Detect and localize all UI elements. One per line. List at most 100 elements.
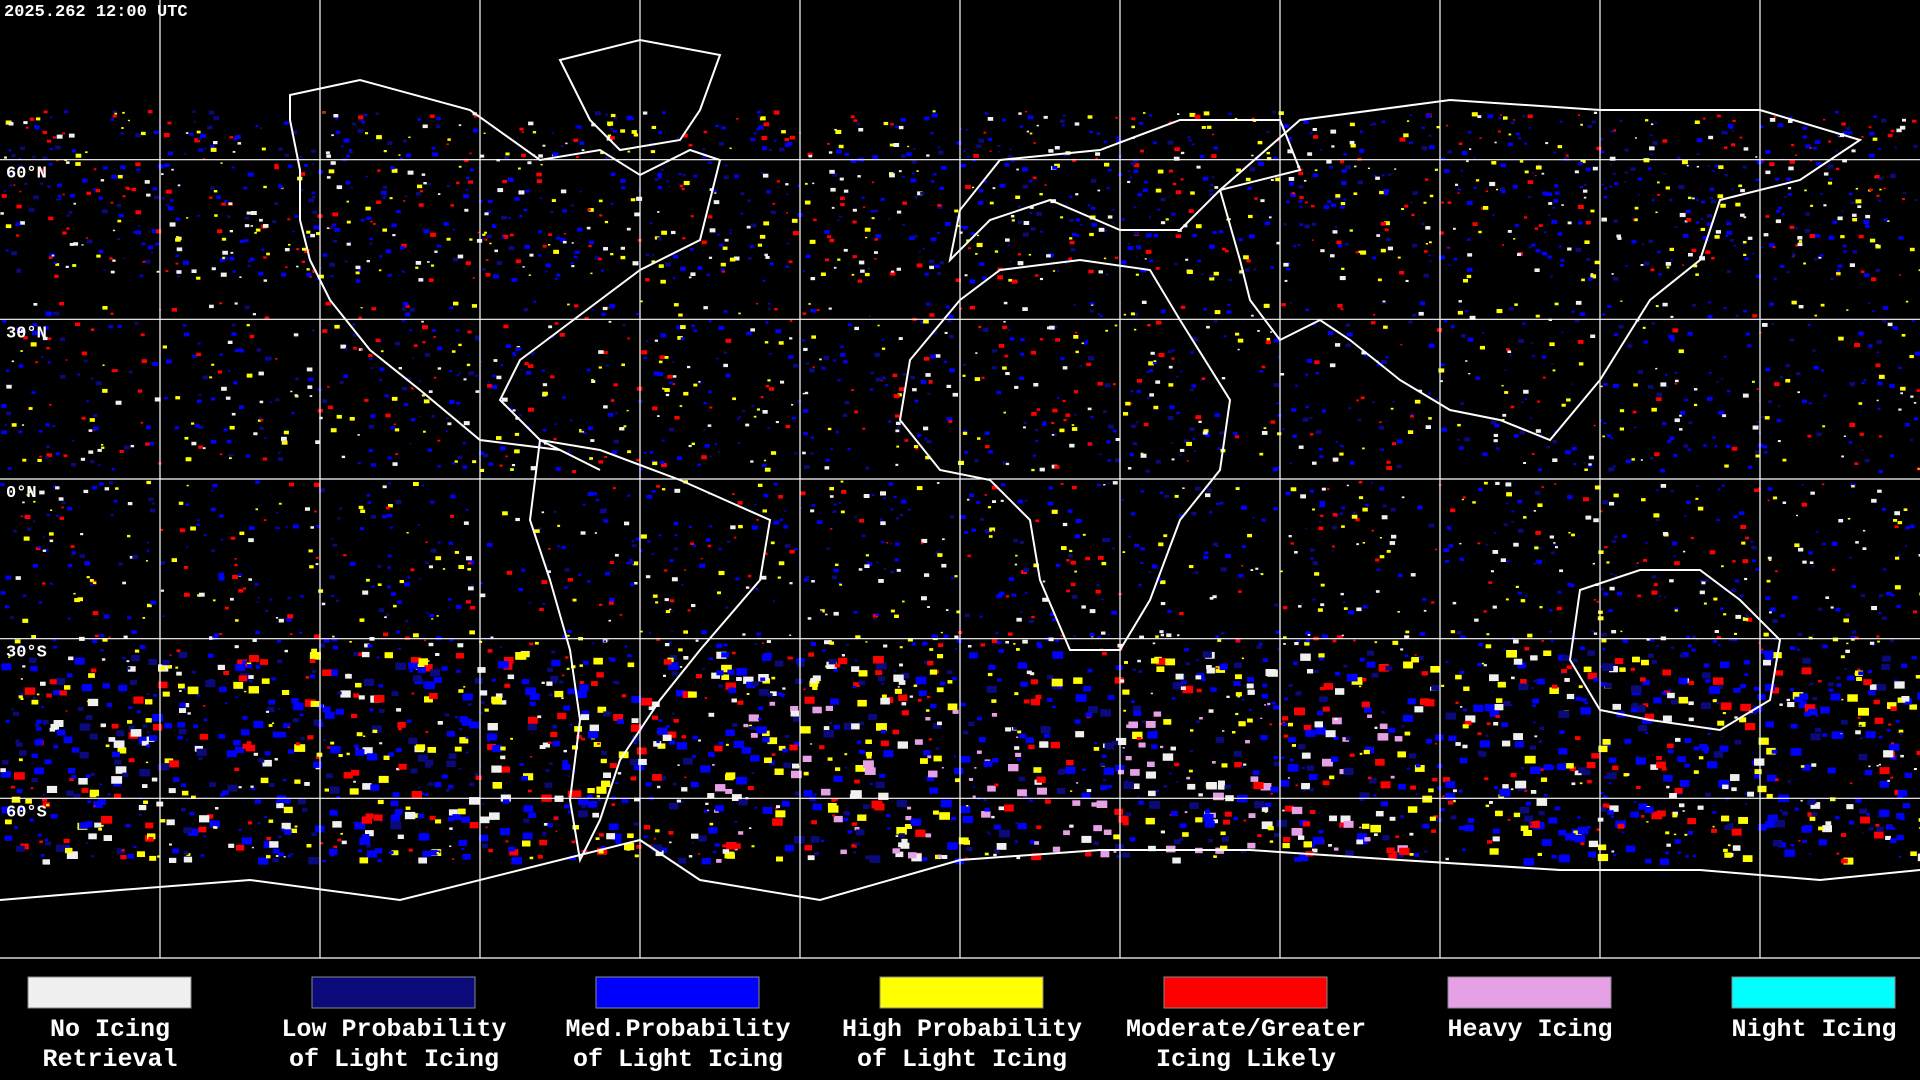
icing-pixel xyxy=(19,329,25,333)
icing-pixel xyxy=(469,168,474,172)
icing-pixel xyxy=(497,188,504,193)
icing-pixel xyxy=(18,364,24,368)
icing-pixel xyxy=(445,417,449,420)
icing-pixel xyxy=(474,335,480,339)
icing-pixel xyxy=(1657,250,1661,254)
icing-pixel xyxy=(707,215,713,219)
icing-pixel xyxy=(1358,496,1364,500)
icing-pixel xyxy=(528,274,531,276)
icing-pixel xyxy=(219,633,223,636)
icing-pixel xyxy=(1042,597,1048,602)
icing-pixel xyxy=(433,376,437,379)
icing-pixel xyxy=(259,416,263,420)
icing-pixel xyxy=(523,208,528,212)
icing-pixel xyxy=(185,457,192,462)
icing-pixel xyxy=(1312,508,1315,511)
icing-pixel xyxy=(671,610,674,612)
icing-pixel xyxy=(127,502,133,506)
icing-pixel xyxy=(511,277,518,282)
icing-pixel xyxy=(336,414,342,419)
icing-pixel xyxy=(679,666,683,668)
icing-pixel xyxy=(10,616,15,619)
icing-pixel xyxy=(929,313,935,317)
icing-pixel xyxy=(436,615,439,617)
icing-pixel xyxy=(377,565,382,568)
icing-pixel xyxy=(1786,177,1791,181)
icing-pixel xyxy=(501,215,507,220)
icing-pixel xyxy=(376,656,380,659)
icing-pixel xyxy=(1356,543,1359,546)
icing-pixel xyxy=(1130,424,1136,428)
icing-pixel xyxy=(269,401,272,403)
icing-pixel xyxy=(1702,236,1708,240)
icing-pixel xyxy=(1135,256,1138,258)
icing-pixel xyxy=(43,536,46,538)
icing-pixel xyxy=(1492,213,1495,216)
icing-pixel xyxy=(1874,174,1880,179)
icing-pixel xyxy=(1836,134,1840,137)
icing-pixel xyxy=(580,531,586,535)
icing-pixel xyxy=(560,189,567,194)
icing-pixel xyxy=(470,605,476,610)
icing-pixel xyxy=(943,360,947,363)
icing-pixel xyxy=(46,453,52,458)
icing-pixel xyxy=(698,382,702,385)
icing-pixel xyxy=(424,639,427,642)
icing-pixel xyxy=(1070,582,1076,587)
icing-pixel xyxy=(86,239,93,244)
icing-pixel xyxy=(102,388,108,393)
icing-pixel xyxy=(1633,218,1638,222)
icing-pixel xyxy=(1598,550,1604,554)
icing-pixel xyxy=(1843,250,1847,253)
icing-pixel xyxy=(331,538,334,540)
icing-pixel xyxy=(1334,226,1337,228)
icing-pixel xyxy=(1820,193,1823,195)
icing-pixel xyxy=(1339,452,1344,456)
icing-pixel xyxy=(1905,300,1909,303)
icing-pixel xyxy=(1600,587,1604,591)
icing-pixel xyxy=(883,497,886,499)
icing-pixel xyxy=(1343,607,1348,610)
icing-pixel xyxy=(1573,463,1577,466)
icing-pixel xyxy=(197,519,200,521)
icing-pixel xyxy=(632,561,639,566)
icing-pixel xyxy=(1140,149,1144,153)
icing-pixel xyxy=(1525,801,1531,806)
icing-pixel xyxy=(1059,428,1065,433)
icing-pixel xyxy=(1850,201,1855,205)
icing-pixel xyxy=(1471,112,1478,117)
icing-pixel xyxy=(267,357,272,360)
icing-pixel xyxy=(31,391,36,395)
icing-pixel xyxy=(627,150,631,153)
icing-pixel xyxy=(16,204,22,209)
icing-pixel xyxy=(95,381,102,386)
icing-pixel xyxy=(781,130,786,134)
icing-pixel xyxy=(657,186,663,190)
icing-pixel xyxy=(1190,351,1194,354)
icing-pixel xyxy=(395,499,402,504)
icing-pixel xyxy=(1380,221,1386,226)
icing-pixel xyxy=(914,196,918,199)
icing-pixel xyxy=(1008,577,1015,581)
icing-pixel xyxy=(185,132,189,134)
icing-pixel xyxy=(145,442,150,446)
icing-pixel xyxy=(355,271,360,275)
icing-pixel xyxy=(428,390,433,393)
icing-pixel xyxy=(1489,674,1499,682)
icing-pixel xyxy=(1524,142,1528,145)
icing-pixel xyxy=(1070,560,1076,565)
icing-pixel xyxy=(839,502,842,504)
icing-pixel xyxy=(827,757,833,761)
icing-pixel xyxy=(1887,779,1890,782)
icing-pixel xyxy=(343,138,350,143)
icing-pixel xyxy=(427,261,430,263)
icing-pixel xyxy=(202,375,208,380)
icing-pixel xyxy=(1769,162,1775,167)
icing-pixel xyxy=(112,259,116,262)
icing-pixel xyxy=(881,347,886,350)
icing-pixel xyxy=(1584,240,1590,244)
icing-pixel xyxy=(1567,582,1572,586)
icing-pixel xyxy=(1584,468,1588,471)
icing-pixel xyxy=(441,666,448,671)
icing-pixel xyxy=(1221,763,1228,768)
